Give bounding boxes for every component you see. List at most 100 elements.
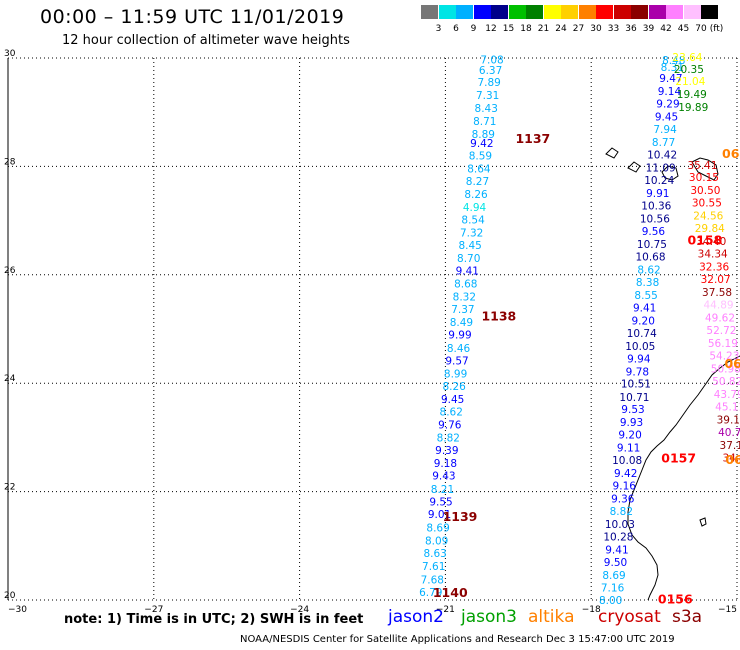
wave-height-value: 6.37	[479, 65, 502, 77]
wave-height-value: 10.56	[640, 213, 670, 225]
wave-height-value: 10.42	[647, 149, 677, 161]
legend-swatch	[683, 5, 701, 19]
wave-height-value: 8.89	[472, 129, 495, 141]
wave-height-value: 9.36	[611, 494, 635, 506]
wave-height-value: 8.82	[610, 506, 633, 518]
legend-swatch	[666, 5, 683, 19]
wave-height-value: 10.28	[603, 532, 633, 544]
pass-time-label: 1139	[443, 509, 478, 524]
island-outline	[661, 165, 679, 181]
wave-height-value: 37.15	[720, 440, 740, 452]
wave-height-value: 8.26	[442, 381, 466, 393]
legend-altika: altika	[528, 607, 575, 627]
wave-height-value: 30.55	[692, 198, 722, 210]
pass-time-label: 1140	[433, 585, 468, 600]
wave-height-value: 9.91	[646, 188, 669, 200]
legend-label: 42	[660, 24, 672, 34]
legend-swatch	[631, 5, 648, 19]
wave-height-value: 9.42	[470, 138, 493, 150]
y-tick-label: 22	[4, 483, 15, 493]
island-outline	[691, 157, 719, 181]
wave-height-value: 8.32	[453, 291, 476, 303]
wave-height-value: 8.26	[464, 189, 488, 201]
legend-s3a: s3a	[672, 607, 703, 627]
legend-swatch	[421, 5, 438, 19]
wave-height-value: 7.08	[480, 55, 503, 67]
wave-height-value: 9.78	[626, 366, 649, 378]
wave-height-value: 9.57	[445, 355, 468, 367]
wave-height-value: 9.41	[456, 265, 479, 277]
wave-height-value: 9.16	[613, 481, 637, 493]
page-title: 00:00 – 11:59 UTC 11/01/2019	[40, 6, 345, 28]
legend-label: 33	[607, 24, 620, 34]
footer-note: note: 1) Time is in UTC; 2) SWH is in fe…	[64, 612, 364, 627]
wave-height-value: 7.68	[421, 574, 444, 586]
wave-height-value: 10.75	[637, 239, 667, 251]
wave-height-value: 10.68	[635, 251, 665, 263]
x-tick-label: −24	[290, 605, 309, 615]
wave-height-value: 45.11	[715, 402, 740, 414]
legend-label: 27	[572, 24, 585, 34]
wave-height-value: 9.76	[438, 419, 462, 431]
legend-label: (ft)	[709, 24, 724, 34]
wave-height-value: 8.55	[634, 290, 657, 302]
wave-height-value: 32.07	[701, 274, 731, 286]
wave-height-value: 50.82	[712, 376, 740, 388]
wave-height-value: 9.43	[432, 470, 455, 482]
wave-height-value: 8.62	[637, 264, 660, 276]
wave-height-value: 9.41	[605, 545, 628, 557]
island-outline	[605, 147, 619, 159]
legend-swatch	[491, 5, 508, 19]
pass-time-label: 1138	[481, 308, 516, 323]
wave-height-value: 7.61	[422, 561, 445, 573]
wave-height-value: 7.94	[653, 124, 677, 136]
wave-height-value: 29.84	[695, 223, 725, 235]
africa-coastline	[627, 355, 740, 601]
pass-time-label: 1137	[515, 131, 550, 146]
wave-height-value: 8.68	[454, 278, 477, 290]
wave-height-value: 9.41	[633, 302, 656, 314]
wave-height-value: 8.59	[469, 151, 492, 163]
legend-swatch	[508, 5, 526, 19]
wave-height-value: 9.20	[618, 430, 641, 442]
legend-label: 18	[520, 24, 532, 34]
wave-height-value: 9.99	[448, 329, 471, 341]
wave-height-value: 9.93	[620, 417, 643, 429]
legend-swatch	[596, 5, 613, 19]
wave-height-value: 8.43	[475, 103, 498, 115]
wave-height-value: 10.05	[625, 341, 655, 353]
wave-height-value: 10.24	[644, 175, 674, 187]
island-outline	[699, 517, 707, 527]
y-tick-label: 26	[4, 266, 16, 276]
y-tick-label: 28	[4, 157, 16, 167]
wave-height-value: 34.66	[722, 452, 740, 464]
legend-label: 21	[537, 24, 550, 34]
wave-height-value: 49.62	[705, 313, 735, 325]
wave-height-value: 35.41	[687, 160, 717, 172]
wave-height-value: 10.03	[605, 519, 635, 531]
wave-height-value: 8.45	[458, 240, 481, 252]
wave-height-value: 8.64	[467, 164, 491, 176]
wave-height-value: 8.63	[423, 548, 446, 560]
pass-time-label: 0649	[722, 146, 740, 161]
y-axis-labels: 20 22 24 26 28 30	[4, 49, 16, 601]
wave-height-value: 8.49	[450, 317, 473, 329]
wave-height-value: 8.70	[457, 253, 480, 265]
wave-height-value: 19.89	[678, 102, 708, 114]
wave-height-value: 24.56	[693, 211, 723, 223]
island-outline	[627, 161, 641, 173]
legend-swatch	[456, 5, 473, 19]
legend-label: 15	[502, 24, 515, 34]
wave-height-value: 8.77	[652, 137, 675, 149]
pass-time-label: 0647	[725, 452, 740, 467]
legend-swatch	[543, 5, 561, 19]
wave-height-value: 8.69	[426, 522, 449, 534]
wave-height-value: 9.56	[642, 226, 666, 238]
wave-height-value: 34.34	[698, 249, 728, 261]
wave-height-value: 8.69	[602, 570, 625, 582]
wave-height-value: 8.54	[461, 215, 485, 227]
legend-label: 45	[677, 24, 690, 34]
legend-swatch	[648, 5, 666, 19]
wave-height-value: 10.36	[641, 200, 671, 212]
